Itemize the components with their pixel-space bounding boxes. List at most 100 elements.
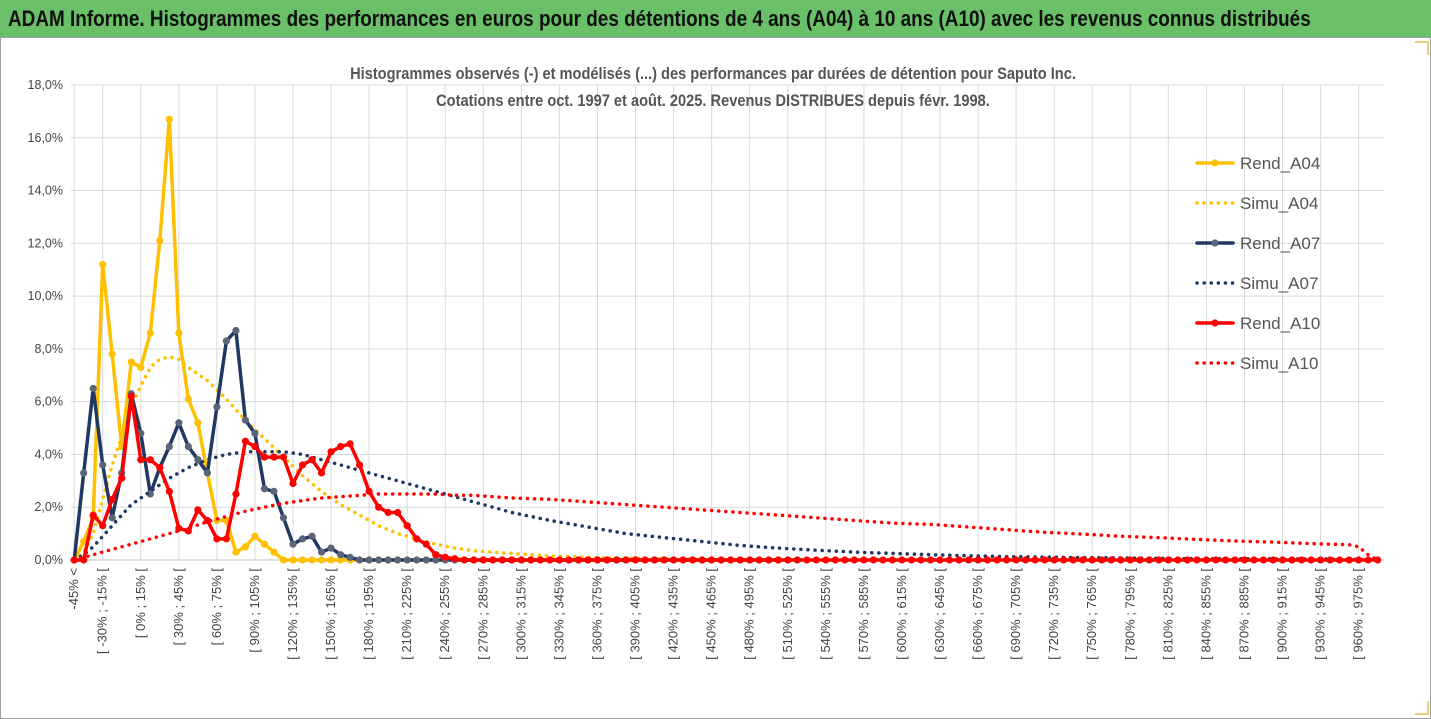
y-tick-label: 4,0% — [35, 447, 64, 461]
x-tick-label: [ 450% ; 465% [ — [704, 568, 719, 660]
data-point — [1079, 556, 1087, 564]
data-point — [793, 556, 801, 564]
data-point — [1126, 556, 1134, 564]
data-point — [336, 556, 345, 564]
y-tick-label: 10,0% — [28, 289, 63, 303]
data-point — [289, 540, 297, 548]
data-point — [175, 329, 183, 337]
data-point — [888, 556, 897, 564]
data-point — [298, 556, 307, 564]
data-point — [308, 556, 316, 564]
data-point — [213, 403, 221, 411]
data-point — [1088, 556, 1096, 564]
data-point — [736, 556, 744, 564]
axis-layer: 0,0% 2,0% 4,0% 6,0% 8,0% 10,0% 12,0% 14,0% 16,0%… — [28, 78, 1384, 660]
chart-title: Histogrammes observés (-) et modélisés (… — [350, 65, 1076, 83]
data-point — [232, 490, 240, 498]
data-point — [222, 535, 231, 543]
data-point — [422, 556, 430, 564]
x-tick-label: [ 600% ; 615% [ — [894, 568, 909, 660]
data-point — [879, 556, 887, 564]
series-layer — [70, 115, 1382, 564]
data-point — [1012, 556, 1020, 564]
data-point — [375, 556, 383, 564]
data-point — [1164, 556, 1172, 564]
x-tick-label: [ 120% ; 135% [ — [285, 568, 300, 660]
data-point — [822, 556, 830, 564]
x-tick-label: [ 780% ; 795% [ — [1122, 568, 1137, 660]
data-point — [80, 469, 88, 477]
data-point — [679, 556, 687, 564]
data-point — [1221, 556, 1230, 564]
data-point — [308, 532, 316, 540]
data-point — [298, 535, 307, 543]
data-point — [631, 556, 640, 564]
data-point — [917, 556, 925, 564]
series-line-simu-a07 — [72, 450, 1370, 562]
data-point — [1250, 556, 1258, 564]
data-point — [194, 456, 202, 464]
data-point — [1240, 556, 1249, 564]
x-tick-label: [ 660% ; 675% [ — [970, 568, 985, 660]
data-point — [1069, 556, 1077, 564]
data-point — [993, 556, 1001, 564]
x-tick-label: [ 210% ; 225% [ — [399, 568, 414, 660]
legend-label: Simu_A10 — [1240, 354, 1318, 373]
y-tick-label: 18,0% — [28, 78, 63, 92]
x-tick-label: [ 330% ; 345% [ — [551, 568, 566, 660]
data-point — [432, 556, 440, 564]
y-tick-label: 2,0% — [35, 500, 64, 514]
data-point — [1345, 556, 1353, 564]
data-point — [241, 543, 250, 551]
chart-subtitle: Cotations entre oct. 1997 et août. 2025.… — [436, 92, 990, 110]
data-point — [574, 556, 583, 564]
data-point — [983, 556, 992, 564]
data-point — [289, 479, 297, 488]
data-point — [99, 522, 107, 530]
y-tick-label: 6,0% — [35, 395, 64, 409]
data-point — [1022, 556, 1030, 564]
data-point — [1155, 556, 1163, 564]
data-point — [137, 456, 145, 464]
data-point — [593, 556, 602, 564]
chart-frame: 0,0% 2,0% 4,0% 6,0% 8,0% 10,0% 12,0% 14,0% 16,0%… — [0, 37, 1431, 719]
x-tick-label: [ 300% ; 315% [ — [513, 568, 528, 660]
data-point — [89, 511, 97, 519]
data-point — [1212, 556, 1220, 564]
data-point — [137, 429, 145, 437]
data-point — [869, 556, 877, 564]
data-point — [432, 551, 440, 559]
legend-marker — [1211, 239, 1219, 247]
data-point — [451, 555, 459, 563]
x-tick-label: [ 870% ; 885% [ — [1236, 568, 1251, 660]
data-point — [317, 548, 326, 556]
data-point — [298, 461, 307, 469]
legend-marker — [1211, 159, 1219, 167]
data-point — [327, 448, 335, 456]
data-point — [841, 556, 849, 564]
data-point — [270, 548, 278, 556]
data-point — [964, 556, 973, 564]
data-point — [394, 556, 402, 564]
data-point — [546, 556, 554, 564]
data-point — [803, 556, 811, 564]
data-point — [108, 350, 116, 358]
data-point — [774, 556, 782, 564]
data-point — [945, 556, 954, 564]
data-point — [1145, 556, 1153, 564]
data-point — [1355, 556, 1363, 564]
x-tick-label: [ 180% ; 195% [ — [361, 568, 376, 660]
data-point — [527, 556, 535, 564]
x-tick-label: [ 750% ; 765% [ — [1084, 568, 1099, 660]
data-point — [127, 392, 135, 400]
data-point — [184, 442, 192, 451]
data-point — [1297, 556, 1306, 564]
data-point — [270, 453, 278, 461]
data-point — [403, 556, 411, 564]
data-point — [669, 556, 678, 564]
data-point — [251, 429, 259, 437]
data-point — [689, 556, 697, 564]
data-point — [146, 490, 154, 498]
data-point — [698, 556, 706, 564]
data-point — [660, 556, 668, 564]
